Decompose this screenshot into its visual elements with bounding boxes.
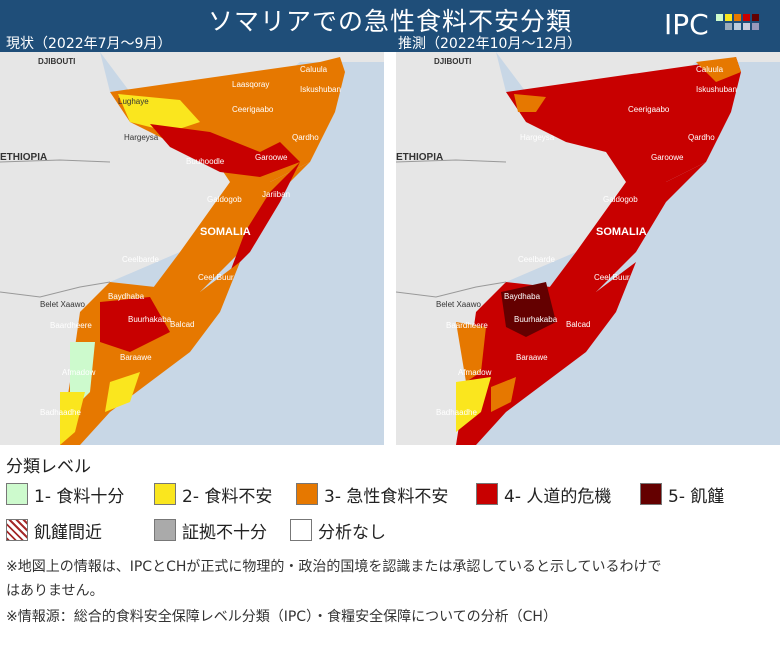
map-current: DJIBOUTI ETHIOPIA SOMALIA Caluula Iskush… [0, 52, 384, 445]
map-label-garoowe: Garoowe [255, 153, 288, 162]
map-label-balcad: Balcad [170, 320, 194, 329]
legend-row-1: 1- 食料十分 2- 食料不安 3- 急性食料不安 4- 人道的危機 5- 飢饉 [6, 480, 776, 508]
map-label-baydhaba: Baydhaba [108, 292, 145, 301]
header-bar: ソマリアでの急性食料不安分類 現状（2022年7月〜9月） 推測（2022年10… [0, 0, 780, 52]
legend-swatch [296, 483, 318, 505]
map-label-caluula: Caluula [300, 65, 328, 74]
map-label-buuhoodle: Buuhoodle [186, 157, 225, 166]
map-label-lughaye: Lughaye [118, 97, 149, 106]
map-label-ceelbarde-r: Ceelbarde [518, 255, 555, 264]
map-label-ceelbuur: Ceel Buur [198, 273, 234, 282]
map-label-laasqoray: Laasqoray [232, 80, 269, 89]
map-label-somalia-r: SOMALIA [596, 226, 647, 238]
legend-title: 分類レベル [6, 457, 91, 477]
map-label-caluula-r: Caluula [696, 65, 724, 74]
map-label-jariiban: Jariiban [262, 190, 290, 199]
legend-swatch-hatched [6, 519, 28, 541]
legend-swatch [154, 483, 176, 505]
legend-item-phase3: 3- 急性食料不安 [296, 480, 448, 508]
map-label-ethiopia-r: ETHIOPIA [396, 152, 443, 163]
legend-swatch [476, 483, 498, 505]
map-label-afmadow-r: Afmadow [458, 368, 492, 377]
map-label-baraawe: Baraawe [120, 353, 152, 362]
legend-item-famine-likely: 飢饉間近 [6, 516, 102, 544]
legend-swatch [640, 483, 662, 505]
map-label-balcad-r: Balcad [566, 320, 590, 329]
map-label-badhaadhe: Badhaadhe [40, 408, 81, 417]
map-label-ethiopia: ETHIOPIA [0, 152, 47, 163]
page-title: ソマリアでの急性食料不安分類 [207, 7, 572, 36]
map-label-galdogob-r: Galdogob [603, 195, 638, 204]
map-label-buurhakaba: Buurhakaba [128, 315, 172, 324]
legend-item-phase2: 2- 食料不安 [154, 480, 272, 508]
map-label-buurhakaba-r: Buurhakaba [514, 315, 558, 324]
legend-swatch [154, 519, 176, 541]
legend-item-phase5: 5- 飢饉 [640, 480, 724, 508]
map-label-ceerigaabo: Ceerigaabo [232, 105, 274, 114]
map-label-djibouti-r: DJIBOUTI [434, 57, 471, 66]
legend-item-insufficient: 証拠不十分 [154, 516, 267, 544]
ipc-logo-icon [716, 14, 768, 36]
map-projection: DJIBOUTI ETHIOPIA SOMALIA Caluula Iskush… [396, 52, 780, 445]
note-source: ※情報源：総合的食料安全保障レベル分類（IPC）・食糧安全保障についての分析（C… [6, 609, 557, 625]
projection-period-label: 推測（2022年10月〜12月） [398, 36, 582, 52]
legend-swatch [290, 519, 312, 541]
map-label-djibouti: DJIBOUTI [38, 57, 75, 66]
legend-item-phase4: 4- 人道的危機 [476, 480, 611, 508]
map-label-garoowe-r: Garoowe [651, 153, 684, 162]
map-label-hargeysa: Hargeysa [124, 133, 159, 142]
map-divider [384, 52, 396, 445]
map-label-ceelbuur-r: Ceel Buur [594, 273, 630, 282]
current-period-label: 現状（2022年7月〜9月） [6, 36, 172, 52]
legend-swatch [6, 483, 28, 505]
map-label-ceelbarde: Ceelbarde [122, 255, 159, 264]
map-label-qardho: Qardho [292, 133, 319, 142]
map-label-galdogob: Galdogob [207, 195, 242, 204]
map-label-somalia: SOMALIA [200, 226, 251, 238]
map-label-afmadow: Afmadow [62, 368, 96, 377]
ipc-logo-text: IPC [664, 8, 709, 41]
legend-row-2: 飢饉間近 証拠不十分 分析なし [6, 516, 776, 544]
map-label-baraawe-r: Baraawe [516, 353, 548, 362]
map-label-qardho-r: Qardho [688, 133, 715, 142]
legend-item-not-analyzed: 分析なし [290, 516, 386, 544]
map-label-ceerigaabo-r: Ceerigaabo [628, 105, 670, 114]
note-disclaimer: ※地図上の情報は、IPCとCHが正式に物理的・政治的国境を認識または承認している… [6, 559, 662, 575]
map-label-iskushuban: Iskushuban [300, 85, 341, 94]
map-label-hargeysa-r: Hargeysa [520, 133, 555, 142]
legend-item-phase1: 1- 食料十分 [6, 480, 124, 508]
map-label-beletxaawo: Belet Xaawo [40, 300, 85, 309]
map-label-baardheere-r: Baardheere [446, 321, 488, 330]
map-label-baydhaba-r: Baydhaba [504, 292, 541, 301]
note-disclaimer-cont: はありません。 [6, 583, 104, 599]
map-label-iskushuban-r: Iskushuban [696, 85, 737, 94]
map-label-badhaadhe-r: Badhaadhe [436, 408, 477, 417]
map-label-beletxaawo-r: Belet Xaawo [436, 300, 481, 309]
map-label-baardheere: Baardheere [50, 321, 92, 330]
